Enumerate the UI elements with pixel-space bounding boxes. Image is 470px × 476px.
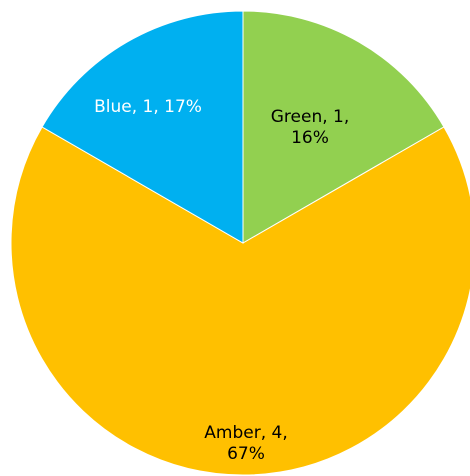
pie-slice-green (242, 10, 445, 244)
data-label-amber: Amber, 4, 67% (204, 423, 287, 464)
pie-slices (10, 10, 470, 476)
data-label-amber-line: 67% (227, 444, 265, 464)
pie-slice-amber (10, 126, 470, 476)
data-label-amber-line: Amber, 4, (204, 423, 287, 443)
pie-labels: Green, 1, 16% Amber, 4, 67% Blue, 1, 17% (94, 97, 349, 464)
data-label-blue: Blue, 1, 17% (94, 97, 202, 117)
data-label-blue-line: Blue, 1, 17% (94, 97, 202, 117)
pie-slice-blue (41, 10, 244, 244)
data-label-green-line: Green, 1, (271, 107, 350, 127)
data-label-green-line: 16% (291, 128, 329, 148)
data-label-green: Green, 1, 16% (271, 107, 350, 148)
